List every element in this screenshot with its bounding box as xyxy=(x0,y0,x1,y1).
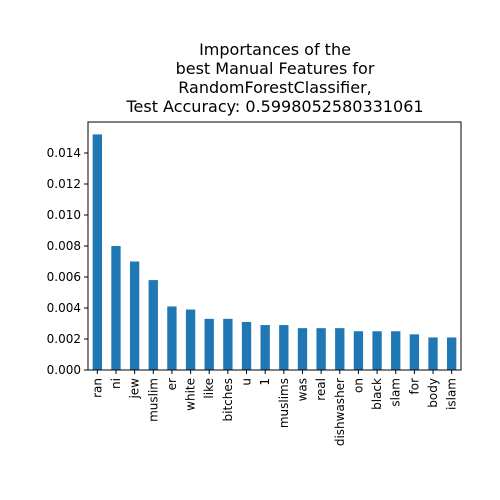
bar-was xyxy=(297,328,308,370)
x-tick-label: slam xyxy=(389,378,403,407)
chart-title-line: Test Accuracy: 0.5998052580331061 xyxy=(125,97,423,116)
bar-muslim xyxy=(148,280,158,370)
x-tick-label: body xyxy=(426,378,440,408)
bar-ni xyxy=(111,246,121,370)
bar-bitches xyxy=(223,318,233,370)
x-tick-label: muslims xyxy=(277,378,291,428)
bar-ran xyxy=(92,134,102,370)
y-axis: 0.000 0.002 0.004 0.006 0.008 0.010 0.012 0.014 xyxy=(47,146,88,377)
x-tick-label: white xyxy=(184,378,198,411)
bar-jew xyxy=(129,261,140,370)
bar-islam xyxy=(447,337,457,370)
bar-u xyxy=(241,321,252,370)
bar-like xyxy=(204,318,214,370)
y-tick-label: 0.014 xyxy=(47,146,81,160)
bar-muslims xyxy=(279,325,289,370)
bar-for xyxy=(409,334,420,370)
bar-on xyxy=(353,331,364,370)
bar-dishwasher xyxy=(335,328,345,370)
chart-title-line: Importances of the xyxy=(199,40,351,59)
chart-title-line: best Manual Features for xyxy=(176,59,375,78)
x-tick-label: er xyxy=(165,378,179,390)
x-tick-label: like xyxy=(202,378,216,399)
bar-real xyxy=(316,328,326,370)
x-tick-label: ran xyxy=(90,378,104,398)
bar-er xyxy=(167,306,177,370)
y-tick-label: 0.008 xyxy=(47,239,81,253)
plot-frame xyxy=(87,121,462,371)
y-tick-label: 0.002 xyxy=(47,332,81,346)
x-tick-label: dishwasher xyxy=(333,378,347,446)
x-axis: ran ni jew muslim er white like bitches u 1 muslim… xyxy=(90,370,459,446)
x-tick-label: 1 xyxy=(258,378,272,386)
bar-white xyxy=(185,309,196,370)
bar-slam xyxy=(391,331,401,370)
bar-1 xyxy=(260,325,270,370)
bar-body xyxy=(428,337,438,370)
x-tick-label: black xyxy=(370,378,384,410)
x-tick-label: bitches xyxy=(221,378,235,422)
y-tick-label: 0.010 xyxy=(47,208,81,222)
x-tick-label: jew xyxy=(128,378,142,400)
x-tick-label: on xyxy=(351,378,365,393)
bar-black xyxy=(372,331,382,370)
x-tick-label: islam xyxy=(445,378,459,410)
x-tick-label: was xyxy=(295,378,309,401)
y-tick-label: 0.004 xyxy=(47,301,81,315)
x-tick-label: real xyxy=(314,378,328,401)
y-tick-label: 0.000 xyxy=(47,363,81,377)
x-tick-label: ni xyxy=(109,378,123,389)
bars-group xyxy=(92,134,457,370)
chart-title-line: RandomForestClassifier, xyxy=(178,78,371,97)
x-tick-label: muslim xyxy=(146,378,160,422)
y-tick-label: 0.012 xyxy=(47,177,81,191)
x-tick-label: for xyxy=(407,378,421,395)
x-tick-label: u xyxy=(240,378,254,386)
y-tick-label: 0.006 xyxy=(47,270,81,284)
